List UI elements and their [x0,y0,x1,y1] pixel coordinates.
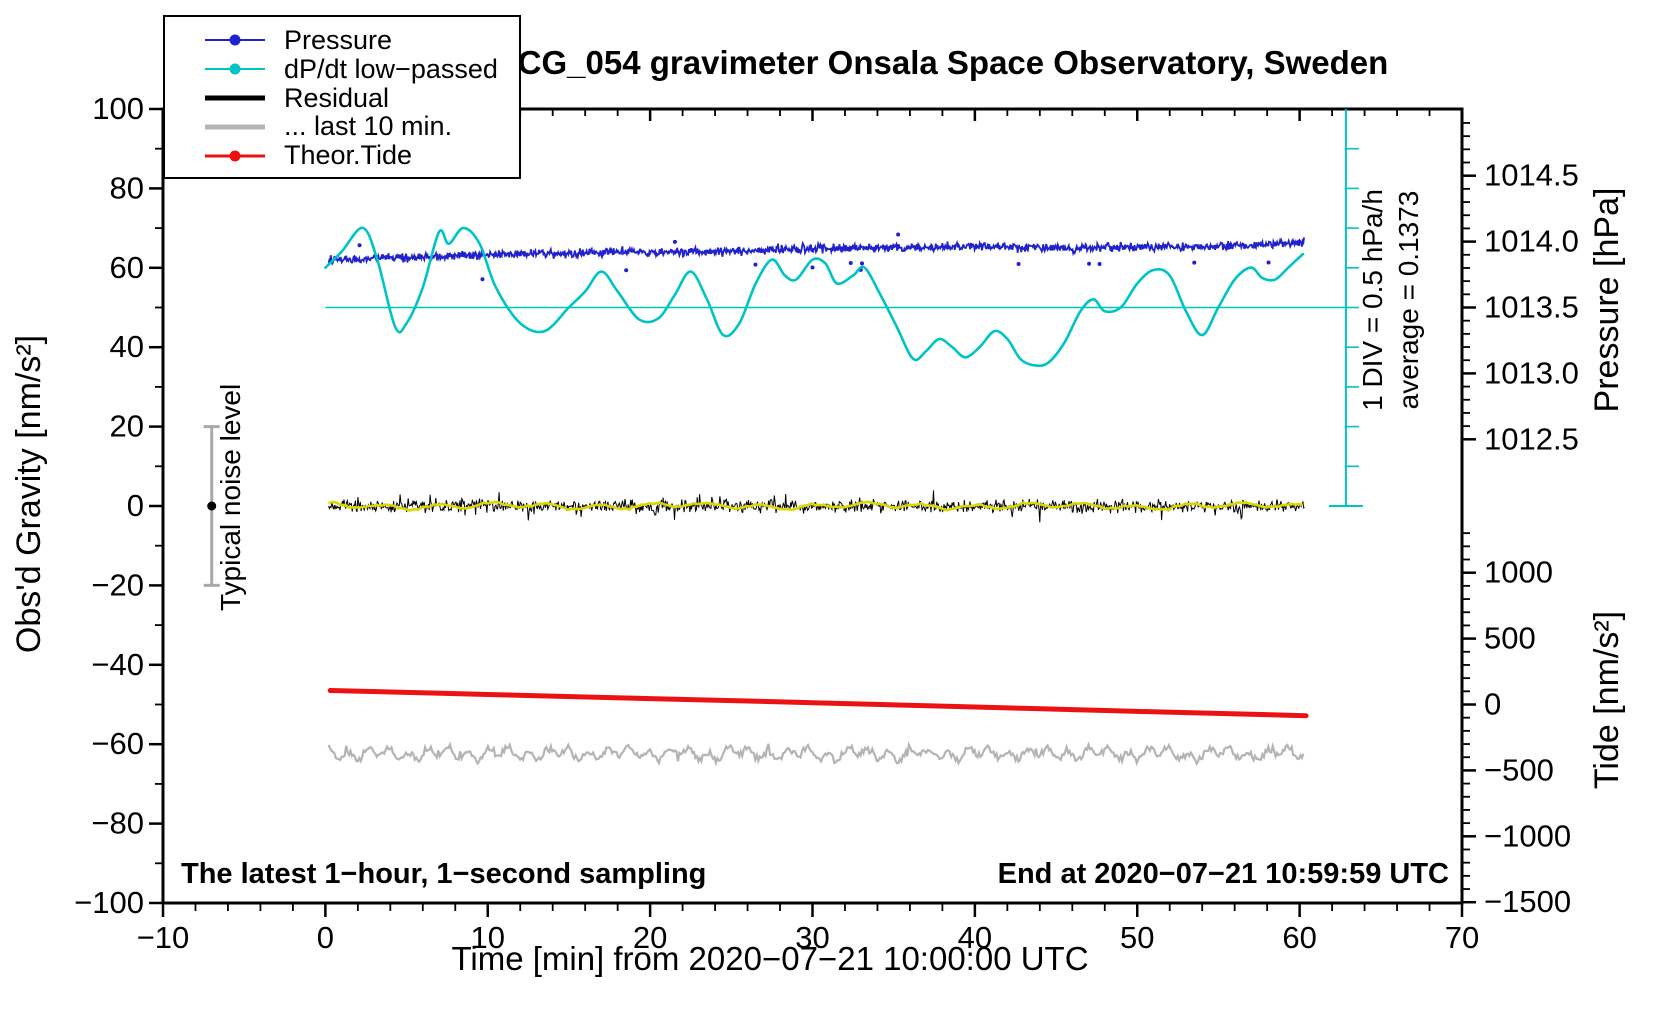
residual-lowpass-series [328,500,1304,512]
tick-label-x: 30 [795,920,829,955]
tick-label-x: −10 [137,920,190,955]
pressure-outlier-dot [672,239,677,244]
tick-label-gravity: −80 [91,806,144,841]
tick-label-gravity: −100 [74,885,144,920]
pressure-outlier-dot [860,261,865,266]
tick-label-pressure: 1014.5 [1484,158,1579,193]
legend-line-swatch [205,124,265,130]
tick-label-gravity: 60 [110,250,144,285]
tick-label-tide: 1000 [1484,555,1553,590]
pressure-outlier-dot [624,268,629,273]
legend-dot-marker [229,150,241,162]
sampling-note: The latest 1−hour, 1−second sampling [181,858,707,890]
pressure-outlier-dot [1087,261,1092,266]
tick-label-tide: −1500 [1484,884,1571,919]
legend-dot-marker [229,63,241,75]
gravity-axis-label: Obs'd Gravity [nm/s²] [10,335,48,653]
pressure-outlier-dot [1266,260,1271,265]
legend-box: Pressure dP/dt low−passed Residual... last… [163,15,521,179]
tick-label-gravity: −60 [91,726,144,761]
pressure-series [327,236,1305,266]
chart-title: SCG_054 gravimeter Onsala Space Observat… [495,44,1389,81]
legend-item-pressure: Pressure [165,24,519,55]
tick-label-x: 70 [1445,920,1479,955]
legend-item-label: ... last 10 min. [284,111,453,142]
tick-label-tide: 0 [1484,687,1501,722]
div-scale-label: 1 DIV = 0.5 hPa/h [1357,189,1388,411]
pressure-outlier-dot [480,277,485,282]
legend-dot-marker [229,34,241,46]
tick-label-x: 10 [471,920,505,955]
legend-sample-line [165,112,284,141]
legend-item-label: dP/dt low−passed [284,53,498,84]
legend-item-theor-tide: Theor.Tide [165,140,519,171]
legend-item-label: Theor.Tide [284,140,413,171]
legend-sample-line [165,26,284,55]
tick-label-x: 60 [1282,920,1316,955]
tick-label-x: 50 [1120,920,1154,955]
average-value-label: average = 0.1373 [1393,191,1424,410]
legend-item-label: Pressure [284,24,393,55]
tick-label-gravity: 0 [127,488,144,523]
tick-label-x: 20 [633,920,667,955]
legend-item-residual: Residual [165,82,519,113]
tick-label-tide: −500 [1484,752,1554,787]
tick-label-pressure: 1012.5 [1484,421,1579,456]
pressure-outlier-dot [896,232,901,237]
end-time-note: End at 2020−07−21 10:59:59 UTC [997,858,1449,890]
tick-label-tide: −1000 [1484,818,1571,853]
tick-label-gravity: −20 [91,567,144,602]
last10-series [327,741,1305,767]
tick-label-gravity: 80 [110,170,144,205]
tick-label-gravity: −40 [91,647,144,682]
tide-axis-label: Tide [nm/s²] [1588,611,1626,789]
pressure-outlier-dot [357,243,362,248]
tick-label-gravity: 100 [92,91,144,126]
pressure-axis-label: Pressure [hPa] [1588,188,1626,413]
tide-series [327,688,1309,719]
pressure-outlier-dot [753,262,758,267]
tick-label-tide: 500 [1484,621,1536,656]
legend-sample-line [165,84,284,113]
tick-label-x: 0 [317,920,334,955]
noise-dot [207,501,217,511]
tick-label-gravity: 40 [110,329,144,364]
dpdt-series [324,226,1305,368]
tick-label-pressure: 1013.5 [1484,290,1579,325]
legend-sample-line [165,141,284,170]
noise-label: Typical noise level [215,384,246,611]
tick-label-pressure: 1014.0 [1484,224,1579,259]
pressure-outlier-dot [1192,260,1197,265]
legend-line-swatch [205,95,265,101]
tick-label-gravity: 20 [110,409,144,444]
tick-label-pressure: 1013.0 [1484,355,1579,390]
pressure-outlier-dot [848,260,853,265]
legend-item--last-10-min-: ... last 10 min. [165,111,519,142]
pressure-outlier-dot [810,265,815,270]
legend-sample-line [165,55,284,84]
legend-item-dp-dt-low-passed: dP/dt low−passed [165,53,519,84]
x-axis-label: Time [min] from 2020−07−21 10:00:00 UTC [451,940,1089,977]
pressure-outlier-dot [1097,262,1102,267]
legend-item-label: Residual [284,82,390,113]
tick-label-x: 40 [958,920,992,955]
pressure-outlier-dot [1016,262,1021,267]
